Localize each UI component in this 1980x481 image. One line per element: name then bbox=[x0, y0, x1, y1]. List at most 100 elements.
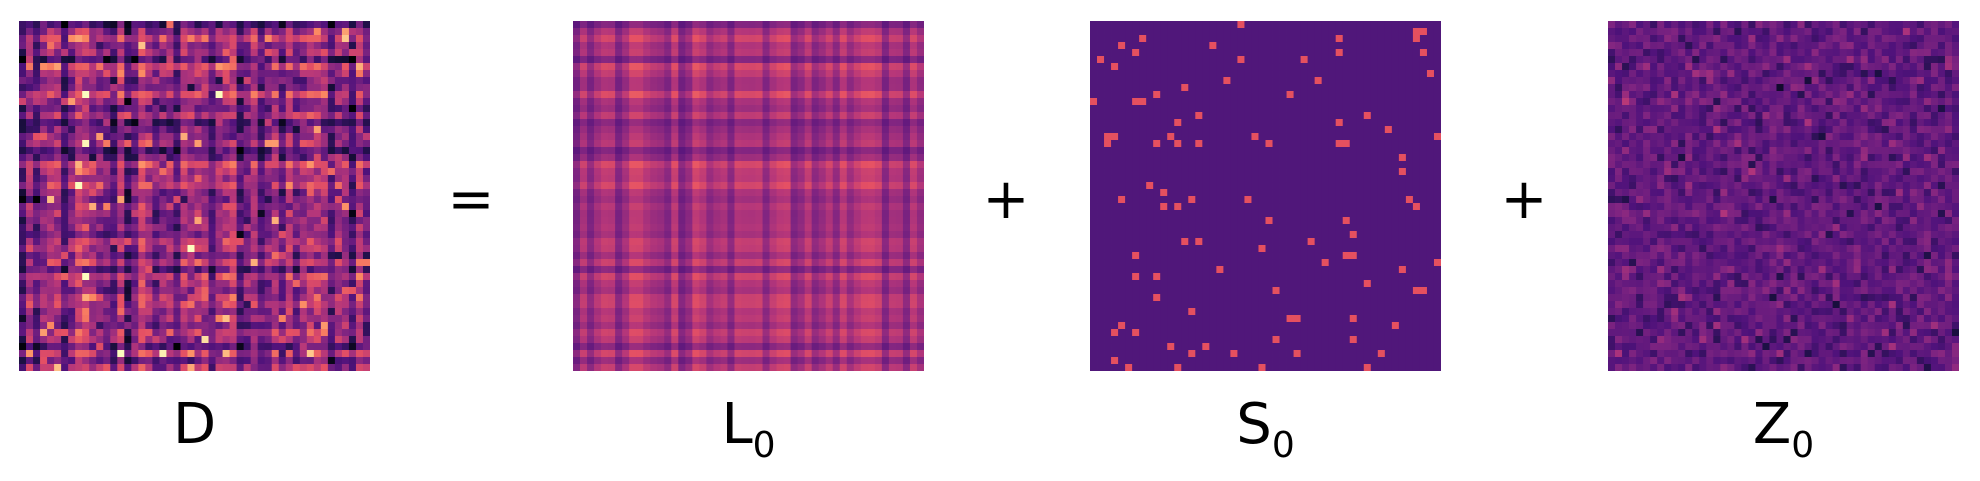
heatmap-cell bbox=[685, 147, 693, 155]
heatmap-cell bbox=[657, 140, 665, 148]
heatmap-cell bbox=[278, 266, 287, 274]
heatmap-cell bbox=[741, 301, 749, 309]
heatmap-cell bbox=[853, 21, 862, 29]
heatmap-cell bbox=[187, 224, 195, 232]
heatmap-cell bbox=[194, 28, 202, 36]
heatmap-cell bbox=[271, 210, 280, 218]
heatmap-cell bbox=[692, 231, 700, 239]
heatmap-cell bbox=[152, 49, 160, 57]
heatmap-cell bbox=[573, 119, 581, 127]
heatmap-cell bbox=[825, 105, 834, 113]
heatmap-cell bbox=[166, 77, 174, 85]
heatmap-cell bbox=[881, 308, 890, 316]
heatmap-cell bbox=[110, 308, 118, 316]
heatmap-cell bbox=[671, 42, 679, 50]
heatmap-cell bbox=[40, 252, 48, 260]
heatmap-cell bbox=[19, 168, 27, 176]
heatmap-cell bbox=[61, 84, 69, 92]
heatmap-cell bbox=[720, 133, 728, 141]
heatmap-cell bbox=[82, 42, 90, 50]
heatmap-cell bbox=[124, 175, 132, 183]
heatmap-cell bbox=[355, 21, 364, 29]
heatmap-cell bbox=[615, 133, 623, 141]
heatmap-cell bbox=[608, 21, 616, 29]
heatmap-cell bbox=[580, 70, 588, 78]
heatmap-cell bbox=[40, 245, 48, 253]
heatmap-cell bbox=[327, 280, 336, 288]
heatmap-cell bbox=[47, 56, 55, 64]
heatmap-cell bbox=[257, 280, 266, 288]
heatmap-cell bbox=[173, 315, 181, 323]
heatmap-cell bbox=[124, 217, 132, 225]
heatmap-cell bbox=[594, 28, 602, 36]
heatmap-cell bbox=[713, 175, 721, 183]
heatmap-cell bbox=[26, 28, 34, 36]
heatmap-cell bbox=[762, 294, 770, 302]
heatmap-cell bbox=[348, 112, 357, 120]
heatmap-cell bbox=[881, 259, 890, 267]
heatmap-cell bbox=[797, 357, 806, 365]
heatmap-cell bbox=[355, 35, 364, 43]
heatmap-cell bbox=[145, 126, 153, 134]
heatmap-cell bbox=[334, 196, 343, 204]
heatmap-cell bbox=[916, 140, 924, 148]
heatmap-cell bbox=[187, 266, 195, 274]
heatmap-cell bbox=[818, 42, 827, 50]
heatmap-cell bbox=[762, 280, 770, 288]
heatmap-cell bbox=[103, 119, 111, 127]
heatmap-cell bbox=[650, 266, 658, 274]
heatmap-cell bbox=[811, 238, 820, 246]
heatmap-cell bbox=[236, 266, 245, 274]
heatmap-cell bbox=[594, 196, 602, 204]
heatmap-cell bbox=[61, 168, 69, 176]
heatmap-cell bbox=[33, 294, 41, 302]
heatmap-cell bbox=[334, 252, 343, 260]
heatmap-cell bbox=[699, 350, 707, 358]
heatmap-cell bbox=[145, 168, 153, 176]
heatmap-cell bbox=[629, 238, 637, 246]
heatmap-cell bbox=[19, 77, 27, 85]
heatmap-cell bbox=[285, 56, 294, 64]
heatmap-cell bbox=[678, 98, 686, 106]
heatmap-cell bbox=[776, 350, 784, 358]
heatmap-cell bbox=[685, 252, 693, 260]
heatmap-cell bbox=[643, 217, 651, 225]
heatmap-cell bbox=[636, 301, 644, 309]
heatmap-cell bbox=[720, 28, 728, 36]
heatmap-cell bbox=[650, 280, 658, 288]
heatmap-cell bbox=[601, 161, 609, 169]
heatmap-cell bbox=[54, 175, 62, 183]
heatmap-cell bbox=[61, 238, 69, 246]
heatmap-cell bbox=[881, 105, 890, 113]
heatmap-cell bbox=[853, 322, 862, 330]
heatmap-cell bbox=[313, 196, 322, 204]
heatmap-cell bbox=[643, 154, 651, 162]
heatmap-cell bbox=[832, 280, 841, 288]
heatmap-cell bbox=[264, 35, 273, 43]
heatmap-cell bbox=[159, 266, 167, 274]
heatmap-cell bbox=[124, 294, 132, 302]
heatmap-cell bbox=[650, 301, 658, 309]
heatmap-cell bbox=[916, 28, 924, 36]
heatmap-cell bbox=[75, 63, 83, 71]
heatmap-cell bbox=[243, 231, 252, 239]
heatmap-cell bbox=[825, 301, 834, 309]
heatmap-cell bbox=[664, 266, 672, 274]
heatmap-cell bbox=[748, 259, 756, 267]
heatmap-cell bbox=[811, 35, 820, 43]
heatmap-cell bbox=[580, 203, 588, 211]
heatmap-cell bbox=[902, 175, 911, 183]
heatmap-cell bbox=[243, 70, 252, 78]
heatmap-cell bbox=[124, 231, 132, 239]
heatmap-cell bbox=[236, 308, 245, 316]
heatmap-cell bbox=[804, 56, 813, 64]
heatmap-cell bbox=[587, 189, 595, 197]
heatmap-cell bbox=[194, 294, 202, 302]
heatmap-cell bbox=[895, 196, 904, 204]
heatmap-cell bbox=[797, 63, 806, 71]
heatmap-cell bbox=[853, 91, 862, 99]
heatmap-cell bbox=[839, 105, 848, 113]
heatmap-cell bbox=[236, 28, 245, 36]
heatmap-cell bbox=[580, 259, 588, 267]
heatmap-cell bbox=[278, 77, 287, 85]
